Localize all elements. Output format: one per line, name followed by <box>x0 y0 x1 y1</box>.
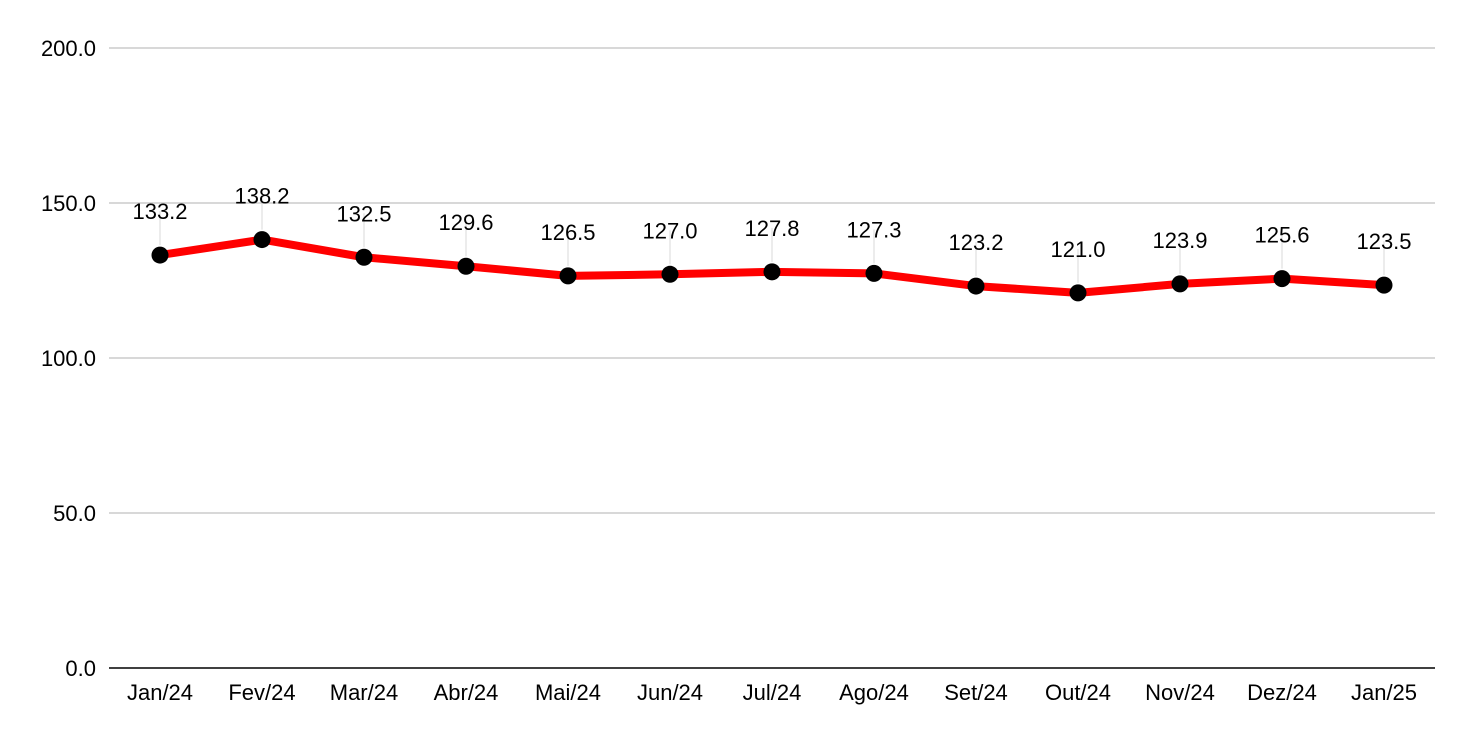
data-point <box>763 263 781 281</box>
data-label: 133.2 <box>132 199 187 224</box>
gridlines <box>109 47 1435 514</box>
data-point <box>355 248 373 266</box>
x-tick-label: Fev/24 <box>228 680 295 705</box>
x-tick-label: Jan/25 <box>1351 680 1417 705</box>
x-tick-label: Set/24 <box>944 680 1008 705</box>
data-label: 132.5 <box>336 201 391 226</box>
data-point <box>1171 275 1189 293</box>
data-label: 125.6 <box>1254 223 1309 248</box>
data-label: 127.3 <box>846 217 901 242</box>
y-tick-label: 50.0 <box>53 501 96 526</box>
x-tick-label: Jan/24 <box>127 680 193 705</box>
data-labels: 133.2 138.2 132.5 129.6 126.5 127.0 127.8 127.3… <box>132 184 1411 262</box>
x-tick-label: Nov/24 <box>1145 680 1215 705</box>
data-label: 129.6 <box>438 210 493 235</box>
y-tick-label: 100.0 <box>41 346 96 371</box>
data-point <box>151 246 169 264</box>
data-point <box>457 257 475 275</box>
data-label-leader-lines <box>159 195 1385 283</box>
y-axis-tick-labels: 0.0 50.0 100.0 150.0 200.0 <box>41 36 96 681</box>
data-point <box>661 265 679 283</box>
data-point <box>1069 284 1087 302</box>
x-axis-tick-labels: Jan/24 Fev/24 Mar/24 Abr/24 Mai/24 Jun/24 Jul/… <box>127 680 1417 705</box>
data-label: 126.5 <box>540 220 595 245</box>
data-label: 123.5 <box>1356 229 1411 254</box>
data-label: 123.2 <box>948 230 1003 255</box>
data-point <box>253 231 271 249</box>
data-label: 127.8 <box>744 216 799 241</box>
y-tick-label: 0.0 <box>65 656 96 681</box>
x-tick-label: Jul/24 <box>743 680 802 705</box>
data-label: 123.9 <box>1152 228 1207 253</box>
data-point <box>865 264 883 282</box>
data-point <box>1273 270 1291 288</box>
data-point <box>559 267 577 285</box>
x-tick-label: Ago/24 <box>839 680 909 705</box>
y-tick-label: 200.0 <box>41 36 96 61</box>
x-tick-label: Abr/24 <box>434 680 499 705</box>
data-label: 138.2 <box>234 184 289 209</box>
x-tick-label: Jun/24 <box>637 680 703 705</box>
data-label: 121.0 <box>1050 237 1105 262</box>
data-point <box>1375 276 1393 294</box>
data-point <box>967 277 985 295</box>
y-tick-label: 150.0 <box>41 191 96 216</box>
x-tick-label: Mar/24 <box>330 680 398 705</box>
x-tick-label: Mai/24 <box>535 680 601 705</box>
data-label: 127.0 <box>642 218 697 243</box>
x-tick-label: Out/24 <box>1045 680 1111 705</box>
x-tick-label: Dez/24 <box>1247 680 1317 705</box>
data-points <box>151 231 1393 302</box>
